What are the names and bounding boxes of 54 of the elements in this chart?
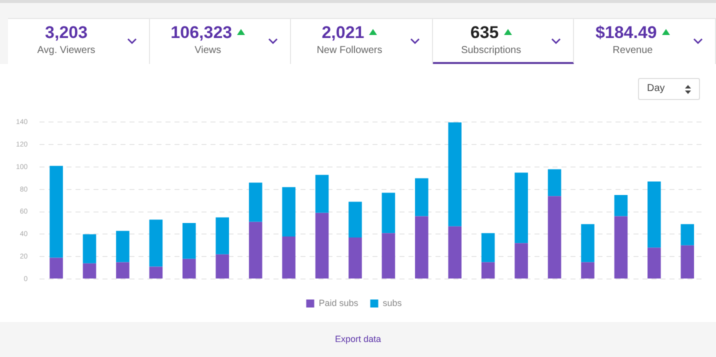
text: 2,021 [322,23,364,42]
bar [448,226,462,278]
bar [581,262,594,278]
bar [315,212,329,278]
text: Avg. Viewers [36,45,96,56]
bar [648,182,661,248]
bar [82,234,96,264]
text: New Followers [316,45,384,56]
bar [548,196,562,278]
bar [514,172,528,244]
text: 3,203 [45,23,88,42]
bar [282,187,296,236]
text: 106,323 [170,23,232,42]
text: 635 [470,23,499,42]
bar [50,258,63,278]
bar [481,262,495,278]
text: $184.49 [595,23,657,42]
bar [216,217,230,254]
bar [149,266,163,278]
bar [448,122,462,226]
bar [116,230,130,262]
bar [216,254,230,278]
bar [282,236,296,278]
bar [382,192,396,234]
bar [248,222,262,278]
bar [82,263,96,278]
legend-label: Paid subs [318,298,359,308]
bar [481,233,495,262]
text: Export data [334,334,382,344]
bar [348,238,362,278]
text: Subscriptions [460,45,522,56]
text: Day [638,78,700,100]
bar [415,178,428,216]
bar [182,223,196,259]
bar [348,202,362,238]
bar [680,224,694,246]
bar [116,262,130,278]
bar [182,258,196,278]
bar [415,216,428,278]
bar [149,220,163,267]
text: Views [194,45,222,56]
bar [248,182,262,222]
bar [50,166,63,258]
bar [614,216,628,278]
text: Revenue [612,45,654,56]
bar [581,224,594,262]
bar [680,245,694,278]
bar [648,248,661,278]
bar [614,195,628,216]
bar [548,169,562,196]
bar [514,243,528,278]
legend-label: subs [382,298,402,308]
bar [315,174,329,213]
bar [382,233,396,278]
